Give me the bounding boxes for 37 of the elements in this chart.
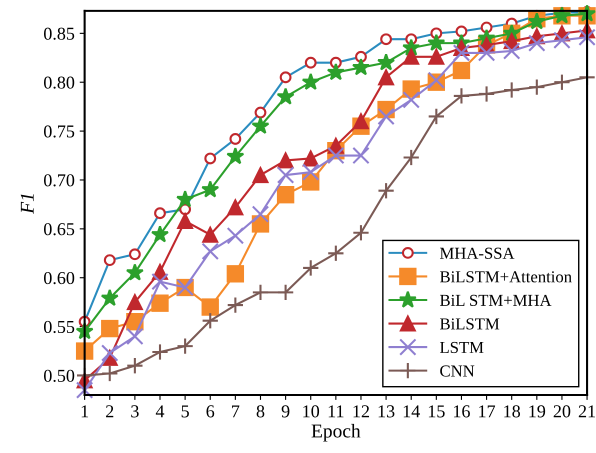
x-tick-label: 13 (378, 405, 394, 418)
x-tick-label: 20 (554, 405, 570, 418)
x-tick-label: 14 (404, 405, 420, 418)
x-tick-label: 10 (303, 405, 320, 418)
y-tick-label: 0.60 (44, 272, 74, 284)
y-tick-label: 0.85 (44, 28, 74, 40)
x-axis-title: Epoch (312, 424, 360, 442)
x-tick-label: 18 (504, 405, 520, 418)
x-tick-label: 16 (454, 405, 470, 418)
legend-label: MHA-SSA (440, 248, 514, 259)
x-tick-label: 11 (328, 405, 344, 418)
x-tick-label: 8 (256, 405, 264, 418)
x-tick-label: 21 (578, 405, 596, 418)
legend-label: CNN (440, 365, 474, 377)
y-tick-label: 0.55 (44, 320, 74, 334)
y-tick-label: 0.50 (44, 370, 74, 382)
x-tick-label: 6 (206, 405, 214, 418)
x-tick-label: 5 (182, 405, 189, 418)
y-tick-label: 0.70 (44, 174, 74, 186)
x-tick-label: 12 (354, 405, 369, 418)
y-tick-label: 0.75 (44, 125, 74, 138)
x-tick-label: 1 (82, 405, 88, 418)
x-tick-label: 3 (131, 405, 139, 418)
y-tick-label: 0.80 (44, 76, 74, 89)
x-tick-label: 15 (428, 405, 445, 418)
x-tick-label: 17 (479, 405, 496, 418)
x-tick-label: 9 (282, 405, 290, 418)
y-axis-title: F1 (20, 194, 34, 214)
legend-label: BiL STM+MHA (440, 294, 552, 306)
x-tick-label: 2 (106, 405, 114, 418)
x-tick-label: 7 (232, 405, 240, 418)
x-tick-label: 19 (529, 405, 546, 418)
legend-label: BiLSTM (440, 318, 500, 330)
legend-label: LSTM (440, 342, 484, 354)
legend-label: BiLSTM+Attention (440, 271, 572, 282)
y-tick-label: 0.65 (44, 223, 74, 236)
x-tick-label: 4 (156, 405, 164, 418)
